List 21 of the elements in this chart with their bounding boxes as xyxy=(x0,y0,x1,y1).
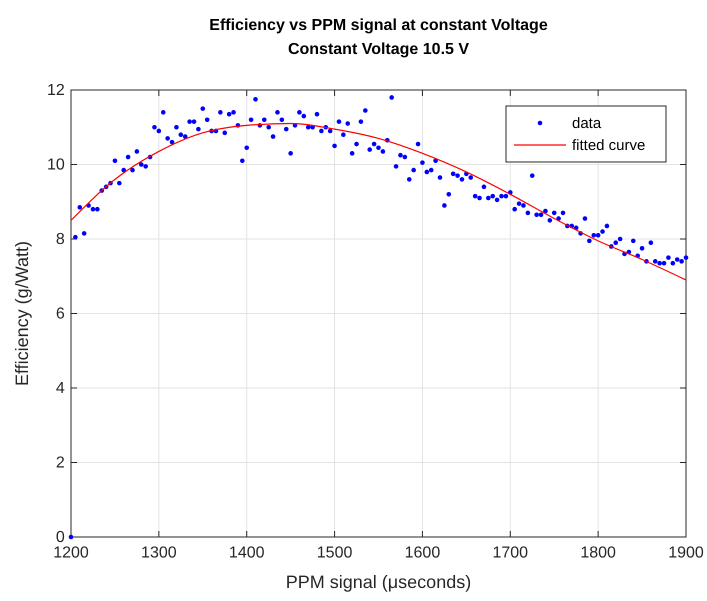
y-tick-label: 6 xyxy=(56,306,65,323)
y-tick-label: 2 xyxy=(56,454,65,472)
y-tick-label: 10 xyxy=(47,156,65,174)
y-tick-label: 4 xyxy=(56,380,65,398)
chart-subtitle: Constant Voltage 10.5 V xyxy=(288,41,470,58)
x-tick-label: 1300 xyxy=(141,544,177,562)
x-tick-label: 1800 xyxy=(580,544,616,562)
y-tick-label: 8 xyxy=(56,231,65,248)
x-tick-label: 1900 xyxy=(668,544,704,562)
x-tick-label: 1400 xyxy=(228,544,265,562)
y-tick-label: 0 xyxy=(56,529,65,546)
x-tick-label: 1500 xyxy=(316,544,352,562)
x-axis-title: PPM signal (μseconds) xyxy=(286,572,472,592)
legend-label: data xyxy=(572,115,602,132)
y-axis-title: Efficiency (g/Watt) xyxy=(12,240,32,386)
x-tick-label: 1200 xyxy=(53,544,89,562)
y-tick-label: 12 xyxy=(47,82,65,100)
x-tick-label: 1700 xyxy=(492,544,528,562)
x-tick-label: 1600 xyxy=(404,544,440,562)
chart-title: Efficiency vs PPM signal at constant Voltage xyxy=(209,17,548,34)
legend-label: fitted curve xyxy=(572,137,646,154)
